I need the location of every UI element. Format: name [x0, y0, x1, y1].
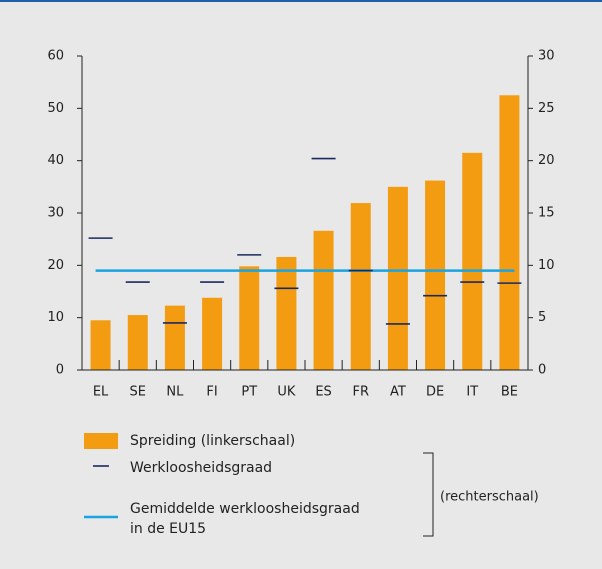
annotation: (rechterschaal)	[440, 490, 539, 505]
legend-label: Spreiding (linkerschaal)	[130, 433, 296, 449]
y-tick-label: 50	[47, 101, 64, 116]
legend-label: Werkloosheidsgraad	[130, 460, 273, 476]
bar	[313, 230, 334, 370]
bar	[164, 305, 185, 370]
y2-tick-label: 15	[538, 206, 555, 221]
x-tick-label: FR	[352, 385, 369, 400]
bar	[387, 186, 408, 370]
y2-tick-label: 30	[538, 49, 555, 64]
axes	[81, 56, 529, 371]
x-tick-label: ES	[315, 385, 331, 400]
x-tick-label: FI	[206, 385, 217, 400]
bar	[462, 152, 483, 370]
y2-tick-label: 10	[538, 258, 555, 273]
legend-swatch	[84, 433, 118, 449]
y-tick-label: 0	[56, 363, 64, 378]
bar	[276, 256, 297, 370]
x-tick-label: EL	[93, 385, 109, 400]
bar	[127, 315, 148, 370]
x-tick-label: UK	[277, 385, 296, 400]
bar	[425, 180, 446, 370]
y-tick-label: 30	[47, 206, 64, 221]
y2-tick-label: 0	[538, 363, 546, 378]
bracket	[423, 452, 434, 537]
x-tick-label: AT	[390, 385, 406, 400]
y-tick-label: 10	[47, 310, 64, 325]
y2-tick-label: 25	[538, 101, 555, 116]
x-tick-label: IT	[466, 385, 478, 400]
x-tick-label: PT	[241, 385, 257, 400]
y2-tick-label: 20	[538, 153, 555, 168]
bar	[350, 203, 371, 370]
y2-tick-label: 5	[538, 310, 546, 325]
x-tick-label: SE	[130, 385, 146, 400]
x-tick-label: DE	[426, 385, 444, 400]
x-tick-label: NL	[166, 385, 184, 400]
y-tick-label: 60	[47, 49, 64, 64]
y-tick-label: 40	[47, 153, 64, 168]
y-tick-label: 20	[47, 258, 64, 273]
bar	[239, 266, 260, 370]
x-tick-label: BE	[501, 385, 518, 400]
bar	[202, 297, 223, 370]
bar	[90, 320, 111, 370]
bar	[499, 95, 520, 370]
legend-label: Gemiddelde werkloosheidsgraad in de EU15	[130, 501, 360, 537]
